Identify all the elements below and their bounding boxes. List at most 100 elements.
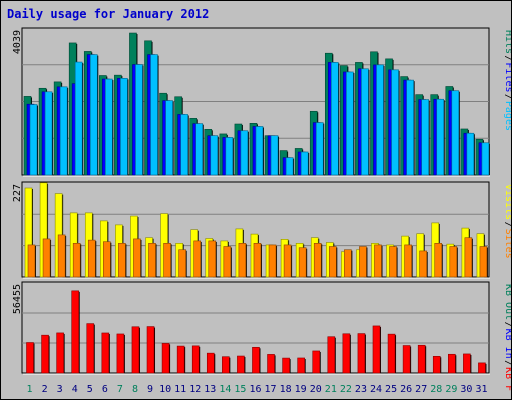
x-tick-label-28: 28 [430,384,442,395]
x-tick-label-25: 25 [385,384,397,395]
sites-bar-25 [389,246,397,278]
pages-bar-10 [165,100,173,176]
sites-bar-27 [419,250,427,278]
x-tick-label-18: 18 [280,384,292,395]
pages-bar-22 [346,71,354,176]
x-tick-label-9: 9 [147,384,153,395]
kbytes-bar-21 [327,336,336,374]
kbytes-bar-16 [252,346,260,374]
x-tick-label-20: 20 [310,384,322,395]
sites-bar-30 [464,237,473,278]
pages-bar-6 [105,78,113,176]
sites-bar-28 [434,243,443,278]
x-tick-label-15: 15 [234,384,246,395]
pages-bar-3 [59,86,68,176]
kbytes-bar-14 [222,356,230,374]
legend-kbytes-separator-1: / [503,322,511,328]
pages-bar-13 [210,135,219,176]
pages-bar-4 [74,61,83,176]
pages-bar-11 [180,114,188,176]
sites-bar-20 [313,243,322,278]
kbytes-bar-23 [357,333,366,374]
x-tick-label-8: 8 [132,384,138,395]
x-tick-label-3: 3 [57,384,63,395]
pages-bar-1 [29,104,38,176]
kbytes-bar-7 [116,333,125,374]
sites-bar-17 [268,244,277,278]
sites-bar-2 [42,238,51,278]
x-tick-label-21: 21 [325,384,337,395]
sites-bar-13 [208,240,217,278]
kbytes-bar-15 [237,355,245,374]
sites-bar-21 [328,246,337,278]
sites-bar-19 [298,247,307,278]
pages-bar-5 [89,54,98,176]
pages-bar-26 [406,79,414,176]
sites-bar-7 [118,243,126,278]
sites-bar-16 [253,243,262,278]
sites-bar-8 [133,238,141,278]
sites-bar-1 [27,244,36,278]
x-tick-label-4: 4 [72,384,78,395]
kbytes-bar-1 [26,342,34,374]
sites-bar-3 [57,234,66,278]
pages-bar-30 [466,132,475,176]
x-tick-label-10: 10 [159,384,171,395]
sites-bar-5 [87,239,96,278]
chart-title: Daily usage for January 2012 [7,7,210,21]
kbytes-bar-4 [71,290,79,374]
legend-visits-item-0: Visits [503,184,511,220]
x-tick-label-23: 23 [355,384,367,395]
x-tick-label-26: 26 [400,384,412,395]
x-tick-label-29: 29 [445,384,457,395]
legend-visits: Visits /Sites [503,184,511,259]
pages-bar-19 [300,151,309,176]
legend-kbytes: KB Out/KB In/KB F [503,284,511,391]
kbytes-bar-24 [372,325,381,374]
legend-kbytes-separator-2: / [503,360,511,366]
y-max-label-visits: 227 [12,184,23,202]
pages-bar-28 [436,98,445,176]
kbytes-bar-13 [206,352,215,374]
sites-bar-12 [193,240,202,278]
sites-bar-22 [344,249,352,278]
sites-bar-26 [404,244,412,278]
kbytes-bar-25 [387,333,396,374]
sites-bar-31 [479,246,488,278]
legend-visits-item-1: Sites [503,229,511,259]
kbytes-bar-22 [342,333,351,374]
sites-bar-24 [374,244,382,278]
pages-bar-7 [120,78,128,176]
sites-bar-10 [163,243,171,278]
kbytes-bar-6 [101,332,110,374]
kbytes-bar-31 [478,362,486,374]
x-tick-label-13: 13 [204,384,216,395]
sites-bar-15 [238,243,247,278]
x-tick-label-7: 7 [117,384,123,395]
kbytes-bar-11 [176,345,185,374]
legend-hits-item-2: Pages [503,101,511,131]
sites-bar-9 [148,243,156,278]
sites-bar-6 [103,241,111,278]
pages-bar-16 [255,126,264,176]
legend-kbytes-item-0: KB Out [503,284,511,320]
sites-bar-11 [178,249,186,278]
x-tick-label-16: 16 [249,384,261,395]
kbytes-bar-3 [56,332,64,374]
x-tick-label-14: 14 [219,384,231,395]
pages-bar-20 [315,122,324,176]
sites-bar-29 [449,246,458,278]
legend-hits-item-1: Files [503,62,511,92]
x-tick-label-30: 30 [460,384,472,395]
y-max-label-hits: 4039 [12,30,23,54]
pages-bar-14 [225,137,234,176]
pages-bar-2 [44,91,53,176]
x-tick-label-22: 22 [340,384,352,395]
x-tick-label-6: 6 [102,384,108,395]
legend-hits-separator-2: / [503,94,511,100]
pages-bar-31 [481,142,490,176]
pages-bar-25 [391,69,399,176]
kbytes-bar-18 [282,357,290,374]
kbytes-bar-12 [191,345,200,374]
kbytes-bar-28 [432,356,441,374]
